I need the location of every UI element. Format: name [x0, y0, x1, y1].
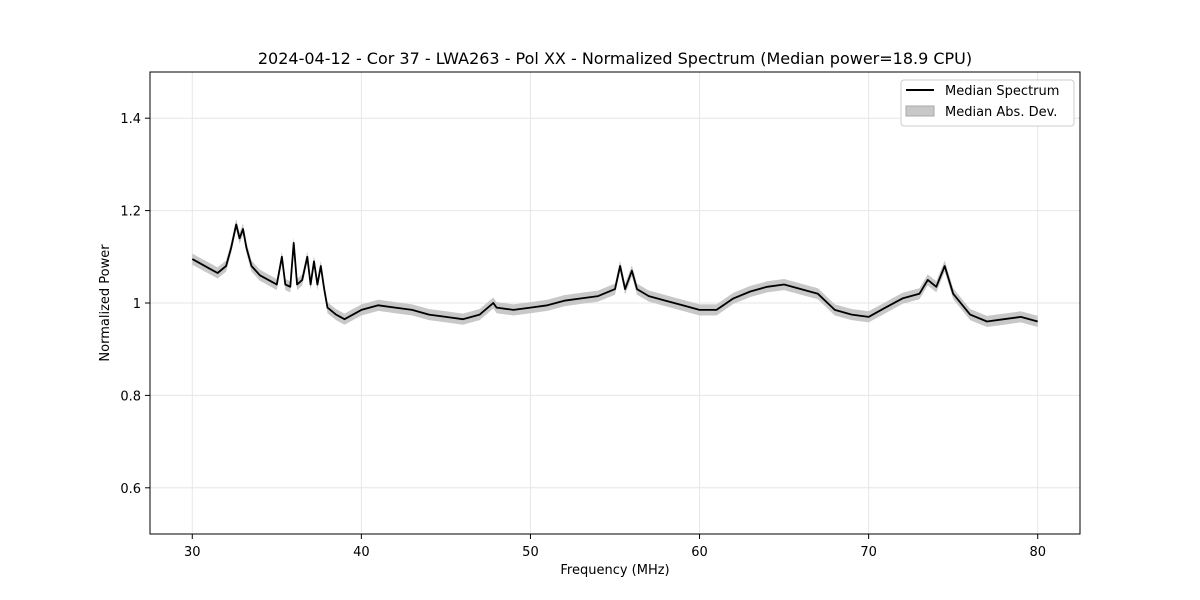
legend-entry-median-abs-dev: Median Abs. Dev.: [945, 105, 1057, 120]
y-tick-label: 1.2: [120, 205, 141, 220]
y-tick-label: 1.4: [120, 112, 141, 127]
y-axis-label: Normalized Power: [98, 244, 113, 362]
x-tick-label: 40: [353, 545, 370, 560]
y-tick-label: 0.8: [120, 389, 141, 404]
x-tick-label: 80: [1029, 545, 1046, 560]
x-axis-label: Frequency (MHz): [560, 563, 669, 578]
legend-box: [900, 79, 1075, 127]
x-tick-label: 60: [691, 545, 708, 560]
x-tick-label: 70: [860, 545, 877, 560]
chart-title: 2024-04-12 - Cor 37 - LWA263 - Pol XX - …: [258, 49, 972, 68]
y-tick-label: 1: [133, 297, 141, 312]
legend-entry-median-spectrum: Median Spectrum: [945, 84, 1059, 99]
x-tick-label: 50: [522, 545, 539, 560]
x-tick-label: 30: [184, 545, 201, 560]
series-median-spectrum-line: [191, 223, 1038, 323]
legend-band-swatch: [905, 105, 935, 117]
legend: Median Spectrum Median Abs. Dev.: [900, 79, 1075, 127]
series-median-abs-dev-band: [192, 218, 1038, 327]
y-tick-label: 0.6: [120, 482, 141, 497]
